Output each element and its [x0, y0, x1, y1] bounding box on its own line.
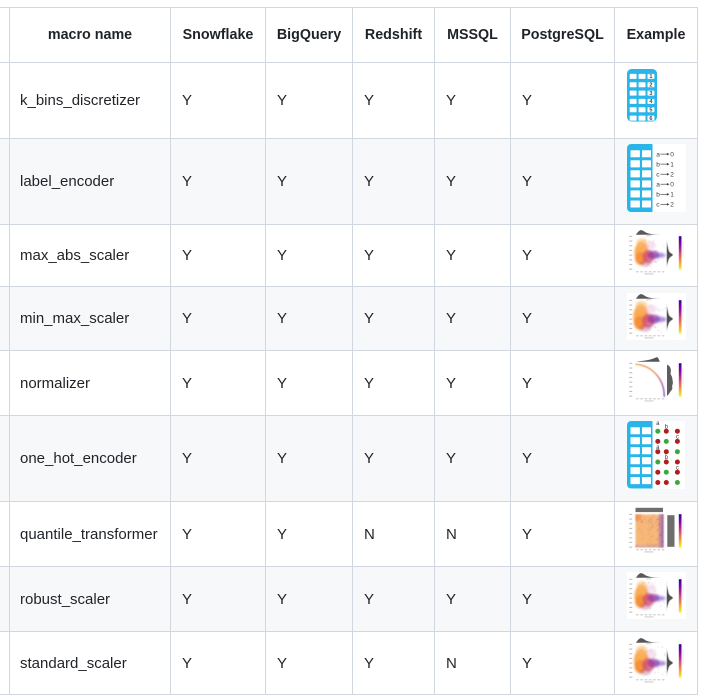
svg-text:c: c [676, 434, 679, 440]
svg-text:4: 4 [649, 99, 653, 105]
svg-text:0: 0 [670, 182, 674, 189]
svg-text:6: 6 [649, 116, 652, 122]
svg-text:5: 5 [649, 108, 652, 114]
svg-text:a: a [656, 445, 660, 451]
svg-text:2: 2 [670, 202, 674, 209]
svg-text:c: c [676, 465, 679, 471]
svg-text:b: b [656, 192, 660, 199]
svg-text:3: 3 [649, 91, 652, 97]
svg-text:a: a [656, 182, 660, 189]
svg-text:c: c [656, 202, 660, 209]
svg-text:2: 2 [670, 172, 674, 179]
svg-text:1: 1 [670, 192, 674, 199]
svg-text:c: c [656, 172, 660, 179]
svg-text:1: 1 [670, 161, 674, 168]
svg-text:0: 0 [670, 151, 674, 158]
svg-text:b: b [665, 455, 669, 461]
svg-text:b: b [665, 424, 669, 430]
svg-text:a: a [656, 421, 660, 427]
svg-text:1: 1 [649, 74, 652, 80]
svg-text:a: a [656, 151, 660, 158]
svg-text:b: b [656, 161, 660, 168]
svg-text:2: 2 [649, 83, 652, 89]
